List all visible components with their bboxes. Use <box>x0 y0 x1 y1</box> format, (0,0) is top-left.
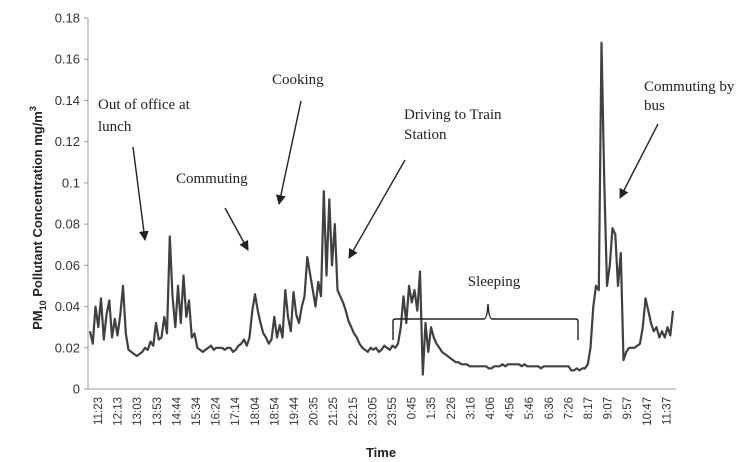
y-tick-label: 0.12 <box>55 134 80 149</box>
y-tick-label: 0.14 <box>55 93 80 108</box>
x-tick-label: 7:26 <box>563 397 575 419</box>
x-tick-label: 19:44 <box>289 396 301 425</box>
annotation-sleeping: Sleeping <box>392 274 579 340</box>
y-tick-label: 0.16 <box>55 52 80 67</box>
sleeping-brace <box>392 303 579 340</box>
svg-text:Cooking: Cooking <box>272 72 324 88</box>
x-tick-label: 15:34 <box>191 396 203 425</box>
x-tick-label: 12:13 <box>113 397 125 426</box>
svg-text:Sleeping: Sleeping <box>468 274 521 290</box>
x-tick-label: 9:57 <box>622 397 634 419</box>
x-tick-label: 3:16 <box>465 397 477 419</box>
x-tick-label: 18:54 <box>269 396 281 425</box>
x-tick-label: 14:44 <box>171 396 183 425</box>
y-tick-label: 0.06 <box>55 258 80 273</box>
x-tick-label: 22:15 <box>348 397 360 426</box>
x-tick-label: 1:35 <box>426 397 438 419</box>
svg-text:Driving to Train: Driving to Train <box>404 107 502 123</box>
svg-text:lunch: lunch <box>98 119 132 135</box>
y-tick-label: 0.08 <box>55 217 80 232</box>
svg-text:Commuting by: Commuting by <box>644 79 735 95</box>
x-axis-title: Time <box>366 445 396 460</box>
x-tick-label: 11:37 <box>661 397 673 425</box>
x-tick-label: 2:26 <box>446 397 458 419</box>
y-axis-ticks: 0 0.02 0.04 0.06 0.08 0.1 0.12 0.14 0.16 0.18 <box>55 11 88 397</box>
x-tick-label: 10:47 <box>642 397 654 426</box>
x-tick-label: 0:45 <box>407 397 419 419</box>
x-tick-label: 20:35 <box>309 397 321 426</box>
y-tick-label: 0 <box>73 382 80 397</box>
x-tick-label: 6:36 <box>544 397 556 419</box>
x-tick-label: 13:53 <box>152 397 164 426</box>
svg-text:Out of office at: Out of office at <box>98 97 191 113</box>
svg-text:Station: Station <box>404 127 447 143</box>
series-line <box>88 41 675 376</box>
x-tick-label: 8:17 <box>583 397 595 419</box>
svg-text:bus: bus <box>644 98 665 114</box>
x-tick-label: 4:06 <box>485 397 497 419</box>
y-axis-title: PM10 Pollutant Concentration mg/m3 <box>28 106 48 330</box>
y-tick-label: 0.1 <box>62 175 80 190</box>
x-tick-label: 18:04 <box>250 396 262 425</box>
svg-text:Commuting: Commuting <box>176 171 248 187</box>
annotation-cooking: Cooking <box>272 72 324 205</box>
annotation-out-of-office: Out of office at lunch <box>98 97 191 241</box>
x-tick-label: 23:55 <box>387 397 399 426</box>
y-tick-label: 0.18 <box>55 11 80 26</box>
x-axis-ticks: 11:23 12:13 13:03 13:53 14:44 15:34 16:24 17:14… <box>93 396 673 425</box>
annotation-commuting: Commuting <box>176 171 249 251</box>
x-tick-label: 21:25 <box>328 397 340 426</box>
annotation-commuting-bus: Commuting by bus <box>619 79 735 199</box>
x-tick-label: 11:23 <box>93 397 105 425</box>
x-tick-label: 9:07 <box>603 397 615 419</box>
x-tick-label: 4:56 <box>505 397 517 419</box>
x-tick-label: 16:24 <box>211 396 223 425</box>
y-tick-label: 0.02 <box>55 340 80 355</box>
x-tick-label: 23:05 <box>367 397 379 426</box>
x-tick-label: 5:46 <box>524 397 536 419</box>
x-tick-label: 13:03 <box>132 397 144 426</box>
x-tick-label: 17:14 <box>230 396 242 425</box>
annotation-driving: Driving to Train Station <box>348 107 502 259</box>
y-tick-label: 0.04 <box>55 299 80 314</box>
